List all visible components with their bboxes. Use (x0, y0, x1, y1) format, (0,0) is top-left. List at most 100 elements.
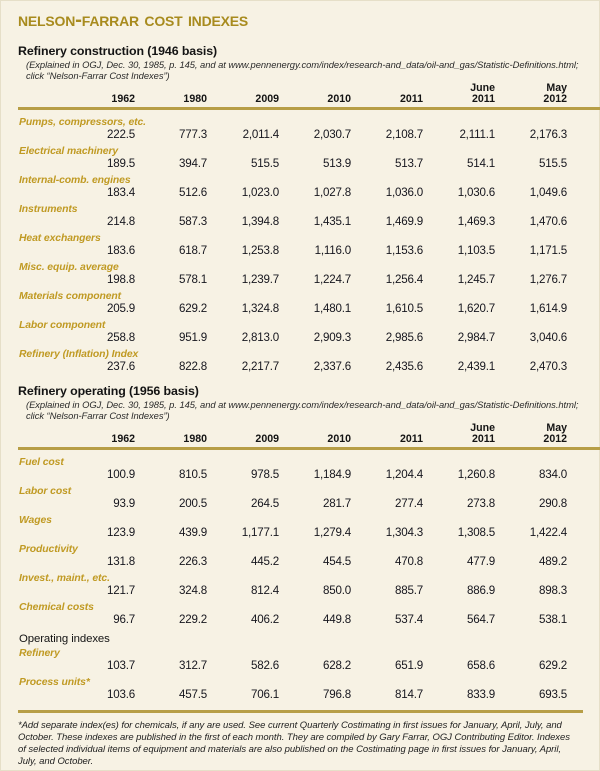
table-cell: 2,111.1 (459, 127, 495, 141)
table-cell: 978.5 (250, 467, 279, 481)
column-header: May 2012 (543, 81, 567, 105)
table-cell: 103.6 (106, 687, 135, 701)
row-label: Invest., maint., etc. (19, 572, 110, 584)
table-cell: 183.6 (106, 243, 135, 257)
table-cell: 198.8 (106, 272, 135, 286)
row-indent (18, 273, 65, 288)
table-cell: 121.7 (106, 583, 135, 597)
table-cell: 658.6 (466, 658, 495, 672)
table-cell: 515.0 (569, 157, 600, 172)
table-cell: 273.8 (466, 496, 495, 510)
table-cell: 1,614.9 (529, 301, 567, 315)
table-cell: 618.7 (178, 243, 207, 257)
table-cell: 1,239.7 (241, 272, 279, 286)
row-label: Fuel cost (19, 456, 64, 468)
table-row: 214.8 587.3 1,394.8 1,435.1 1,469.9 1,469.3 1,… (18, 215, 600, 230)
table-cell: 131.8 (106, 554, 135, 568)
table-cell: 582.6 (250, 658, 279, 672)
table-row-label: Invest., maint., etc. (18, 570, 600, 584)
table-row: 100.9 810.5 978.5 1,184.9 1,204.4 1,260.8 834.… (18, 468, 600, 483)
table-cell: 2,470.3 (529, 359, 567, 373)
table-cell: 2,337.6 (313, 359, 351, 373)
table-cell: 1,171.5 (529, 243, 567, 257)
table-cell: 515.5 (538, 156, 567, 170)
table-cell: 189.5 (106, 156, 135, 170)
table-cell: 510.9 (569, 555, 600, 570)
table-cell: 1,385.3 (569, 526, 600, 541)
table-cell: 406.2 (250, 612, 279, 626)
section-heading: Refinery operating (1956 basis) (18, 383, 199, 398)
table-cell: 3,041.0 (569, 331, 600, 346)
table-cell: 810.5 (178, 467, 207, 481)
header-rule (18, 106, 600, 110)
table-cell: 886.9 (466, 583, 495, 597)
table-cell: 1,470.6 (529, 214, 567, 228)
table-cell: 1,279.4 (313, 525, 351, 539)
table-cell: 237.6 (106, 359, 135, 373)
column-header: May 2012 (543, 421, 567, 445)
table-cell: 578.1 (178, 272, 207, 286)
row-label: Heat exchangers (19, 232, 101, 244)
footnote: *Add separate index(es) for chemicals, i… (18, 719, 570, 768)
table-cell: 1,204.4 (385, 467, 423, 481)
table-cell: 394.7 (178, 156, 207, 170)
table-row: 222.5 777.3 2,011.4 2,030.7 2,108.7 2,111.1 2,… (18, 128, 600, 143)
row-indent (18, 302, 65, 317)
table-row-label: Chemical costs (18, 599, 600, 613)
table-cell: 892.8 (569, 584, 600, 599)
row-label: Refinery (19, 647, 60, 659)
header-spacer (18, 83, 65, 107)
table-cell: 1,245.7 (457, 272, 495, 286)
table-row-label: Internal-comb. engines (18, 172, 600, 186)
row-indent (18, 157, 65, 172)
row-indent (18, 659, 65, 674)
header-rule (18, 446, 600, 450)
table-cell: 2,984.7 (457, 330, 495, 344)
table-cell: 205.9 (106, 301, 135, 315)
table-cell: 706.7 (569, 688, 600, 703)
table-cell: 834.0 (538, 467, 567, 481)
table-cell: 324.8 (178, 583, 207, 597)
table-cell: 100.9 (106, 467, 135, 481)
column-header: 1962 (111, 92, 135, 105)
table-cell: 885.7 (394, 583, 423, 597)
table-cell: 457.5 (178, 687, 207, 701)
table-cell: 951.9 (178, 330, 207, 344)
table-cell: 1,030.6 (457, 185, 495, 199)
title-bar: Nelson-Farrar cost indexes (1, 1, 599, 35)
table-cell: 1,153.6 (385, 243, 423, 257)
table-row-label: Heat exchangers (18, 230, 600, 244)
table-cell: 1,274.1 (569, 273, 600, 288)
row-label: Chemical costs (19, 601, 94, 613)
table-cell: 1,308.5 (457, 525, 495, 539)
table-cell: 489.2 (538, 554, 567, 568)
table-cell: 1,171.5 (569, 244, 600, 259)
row-label: Materials component (19, 290, 122, 302)
table-row-label: Process units* (18, 674, 600, 688)
table-cell: 522.2 (569, 613, 600, 628)
table-cell: 290.8 (538, 496, 567, 510)
row-label: Labor cost (19, 485, 72, 497)
table-cell: 513.7 (394, 156, 423, 170)
table-row-label: Operating indexes (18, 628, 600, 645)
table-row-label: Fuel cost (18, 454, 600, 468)
table-row: 183.6 618.7 1,253.8 1,116.0 1,153.6 1,103.5 1,… (18, 244, 600, 259)
table-cell: 93.9 (113, 496, 135, 510)
column-header-row: 1962 1980 2009 2010 2011 June 2011 May 2012Jun… (18, 81, 600, 107)
column-header: 2010 (327, 432, 351, 445)
table-cell: 449.8 (322, 612, 351, 626)
page-title: Nelson-Farrar cost indexes (18, 8, 249, 31)
table-cell: 1,045.1 (569, 186, 600, 201)
table-cell: 2,176.3 (529, 127, 567, 141)
table-cell: 1,469.9 (385, 214, 423, 228)
table-row: 205.9 629.2 1,324.8 1,480.1 1,610.5 1,620.7 1,… (18, 302, 600, 317)
table-row-label: Wages (18, 512, 600, 526)
table-cell: 2,217.7 (241, 359, 279, 373)
table-cell: 1,461.5 (569, 215, 600, 230)
table-cell: 538.1 (538, 612, 567, 626)
column-header: 2011 (400, 432, 423, 445)
table-cell: 812.4 (250, 583, 279, 597)
column-header: 1962 (111, 432, 135, 445)
row-label: Misc. equip. average (19, 261, 119, 273)
column-header: 2009 (255, 92, 279, 105)
